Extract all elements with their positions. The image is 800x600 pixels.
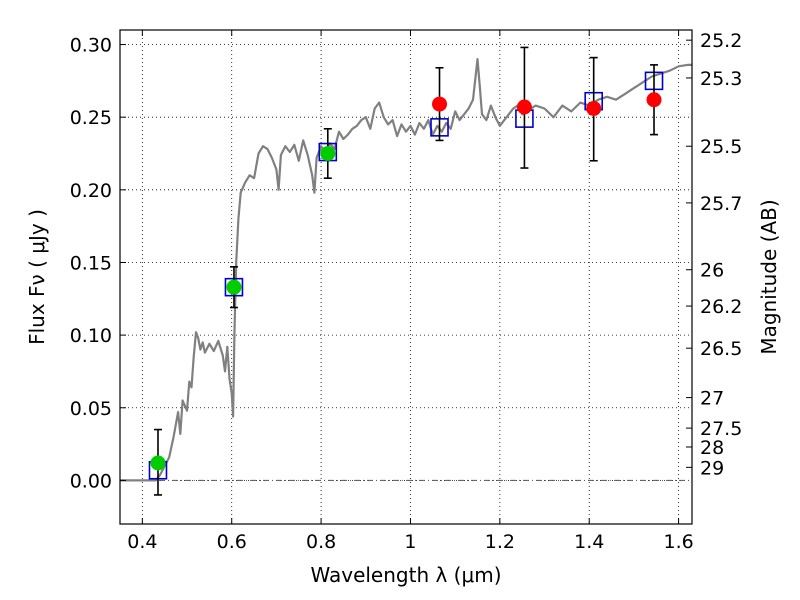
x-tick-label: 1.6 [663, 531, 693, 553]
observed-point [646, 92, 662, 108]
x-tick-label: 0.6 [217, 531, 247, 553]
y-tick-label: 0.00 [70, 470, 112, 492]
y-tick-label: 0.10 [70, 325, 112, 347]
y-tick-label: 0.20 [70, 180, 112, 202]
x-tick-label: 1.4 [574, 531, 604, 553]
observed-point [586, 100, 602, 116]
right-tick-label: 26.5 [700, 338, 742, 360]
x-axis-title: Wavelength λ (μm) [310, 563, 501, 587]
right-tick-label: 27.5 [700, 418, 742, 440]
right-tick-label: 26 [700, 260, 724, 282]
model-sed-line [120, 58, 692, 482]
plot-frame [119, 29, 693, 525]
right-axis-title: Magnitude (AB) [757, 199, 781, 354]
right-tick-label: 25.2 [700, 30, 742, 52]
observed-point [150, 455, 166, 471]
grid [120, 30, 692, 524]
right-tick-label: 25.7 [700, 193, 742, 215]
observed-point [516, 99, 532, 115]
right-tick-label: 25.3 [700, 68, 742, 90]
x-axis-ticks: 0.4 0.6 0.8 1 1.2 1.4 1.6 [127, 30, 694, 553]
right-tick-label: 26.2 [700, 296, 742, 318]
y-axis-ticks: 0.00 0.05 0.10 0.15 0.20 0.25 0.30 [70, 35, 126, 492]
x-tick-label: 0.4 [127, 531, 157, 553]
x-tick-label: 1.2 [485, 531, 515, 553]
right-tick-label: 27 [700, 388, 724, 410]
y-axis-title: Flux Fν ( μJy ) [25, 209, 49, 345]
y-tick-label: 0.15 [70, 252, 112, 274]
x-tick-label: 0.8 [306, 531, 336, 553]
observed-point [432, 96, 448, 112]
y-tick-label: 0.25 [70, 107, 112, 129]
right-tick-label: 28 [700, 437, 724, 459]
model-sed-curve [120, 58, 692, 482]
observed-point [320, 146, 336, 161]
observed-points [150, 92, 662, 471]
observed-point [226, 279, 242, 295]
error-bars [153, 46, 659, 496]
y-tick-label: 0.05 [70, 398, 112, 420]
right-tick-label: 29 [700, 457, 724, 479]
x-tick-label: 1 [404, 531, 416, 553]
right-tick-label: 25.5 [700, 136, 742, 158]
y-tick-label: 0.30 [70, 35, 112, 57]
model-photometry-squares [148, 71, 664, 480]
